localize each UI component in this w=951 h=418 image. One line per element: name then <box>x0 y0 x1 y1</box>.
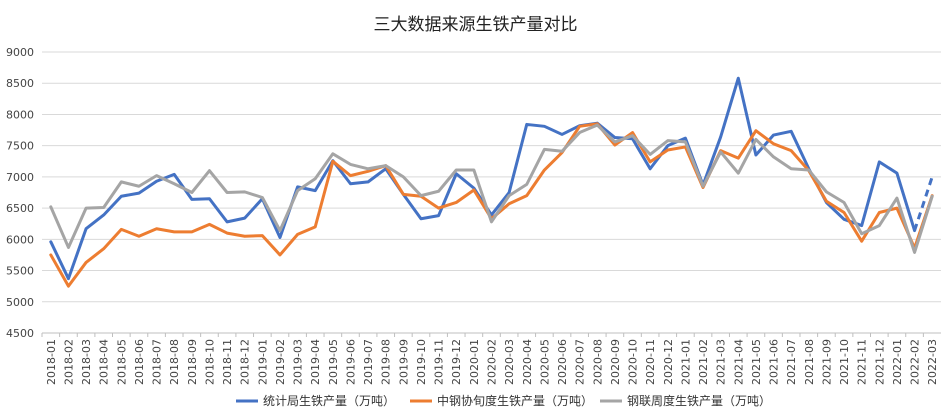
x-tick-label: 2021-07 <box>785 339 798 385</box>
x-tick-label: 2020-11 <box>644 339 657 385</box>
x-tick-label: 2018-01 <box>45 339 58 385</box>
x-tick-label: 2019-05 <box>327 339 340 385</box>
x-tick-label: 2020-12 <box>662 339 675 385</box>
x-tick-label: 2018-06 <box>133 339 146 385</box>
x-tick-label: 2018-07 <box>151 339 164 385</box>
x-tick-label: 2022-01 <box>891 339 904 385</box>
x-tick-label: 2019-01 <box>256 339 269 385</box>
x-tick-label: 2018-11 <box>221 339 234 385</box>
x-tick-label: 2018-02 <box>62 339 75 385</box>
x-tick-label: 2021-10 <box>838 339 851 385</box>
chart-title: 三大数据来源生铁产量对比 <box>373 15 578 35</box>
y-tick-label: 7500 <box>6 140 34 153</box>
x-tick-label: 2019-08 <box>380 339 393 385</box>
x-tick-label: 2021-01 <box>679 339 692 385</box>
y-tick-label: 4500 <box>6 327 34 340</box>
x-tick-label: 2020-06 <box>556 339 569 385</box>
x-tick-label: 2021-11 <box>856 339 869 385</box>
x-tick-label: 2019-09 <box>397 339 410 385</box>
x-tick-label: 2022-03 <box>926 339 939 385</box>
x-tick-label: 2021-08 <box>803 339 816 385</box>
y-tick-label: 5500 <box>6 265 34 278</box>
x-tick-label: 2020-09 <box>609 339 622 385</box>
x-tick-label: 2021-03 <box>715 339 728 385</box>
x-tick-label: 2019-04 <box>309 339 322 385</box>
x-tick-label: 2018-12 <box>239 339 252 385</box>
y-tick-label: 7000 <box>6 171 34 184</box>
x-tick-label: 2020-08 <box>591 339 604 385</box>
series-line-1 <box>49 76 917 281</box>
x-tick-label: 2018-10 <box>203 339 216 385</box>
y-tick-label: 6500 <box>6 202 34 215</box>
x-tick-label: 2022-02 <box>909 339 922 385</box>
y-tick-label: 9000 <box>6 46 34 59</box>
x-tick-label: 2020-02 <box>486 339 499 385</box>
x-tick-label: 2020-10 <box>627 339 640 385</box>
x-tick-label: 2019-02 <box>274 339 287 385</box>
x-tick-label: 2021-12 <box>873 339 886 385</box>
y-tick-label: 6000 <box>6 233 34 246</box>
x-tick-label: 2021-05 <box>750 339 763 385</box>
x-tick-label: 2021-02 <box>697 339 710 385</box>
y-tick-label: 8000 <box>6 108 34 121</box>
y-tick-label: 8500 <box>6 77 34 90</box>
x-tick-label: 2018-05 <box>115 339 128 385</box>
x-tick-label: 2021-04 <box>732 339 745 385</box>
legend-label-1: 统计局生铁产量（万吨） <box>263 394 395 408</box>
x-tick-label: 2019-12 <box>450 339 463 385</box>
x-tick-label: 2019-10 <box>415 339 428 385</box>
x-tick-label: 2020-04 <box>521 339 534 385</box>
x-tick-label: 2020-03 <box>503 339 516 385</box>
x-tick-label: 2019-07 <box>362 339 375 385</box>
x-tick-label: 2020-05 <box>538 339 551 385</box>
legend-label-2: 中钢协旬度生铁产量（万吨） <box>437 393 593 408</box>
x-tick-label: 2019-11 <box>433 339 446 385</box>
x-tick-label: 2021-09 <box>820 339 833 385</box>
x-tick-label: 2018-09 <box>186 339 199 385</box>
y-tick-label: 5000 <box>6 296 34 309</box>
series-line-3 <box>49 123 934 254</box>
x-tick-label: 2018-04 <box>98 339 111 385</box>
x-tick-label: 2019-03 <box>292 339 305 385</box>
series-line-1-dashed <box>913 176 934 232</box>
x-tick-label: 2021-06 <box>768 339 781 385</box>
x-tick-label: 2020-07 <box>574 339 587 385</box>
x-tick-label: 2020-01 <box>468 339 481 385</box>
x-tick-label: 2018-03 <box>80 339 93 385</box>
legend-label-3: 钢联周度生铁产量（万吨） <box>627 393 771 408</box>
x-tick-label: 2019-06 <box>344 339 357 385</box>
x-tick-label: 2018-08 <box>168 339 181 385</box>
